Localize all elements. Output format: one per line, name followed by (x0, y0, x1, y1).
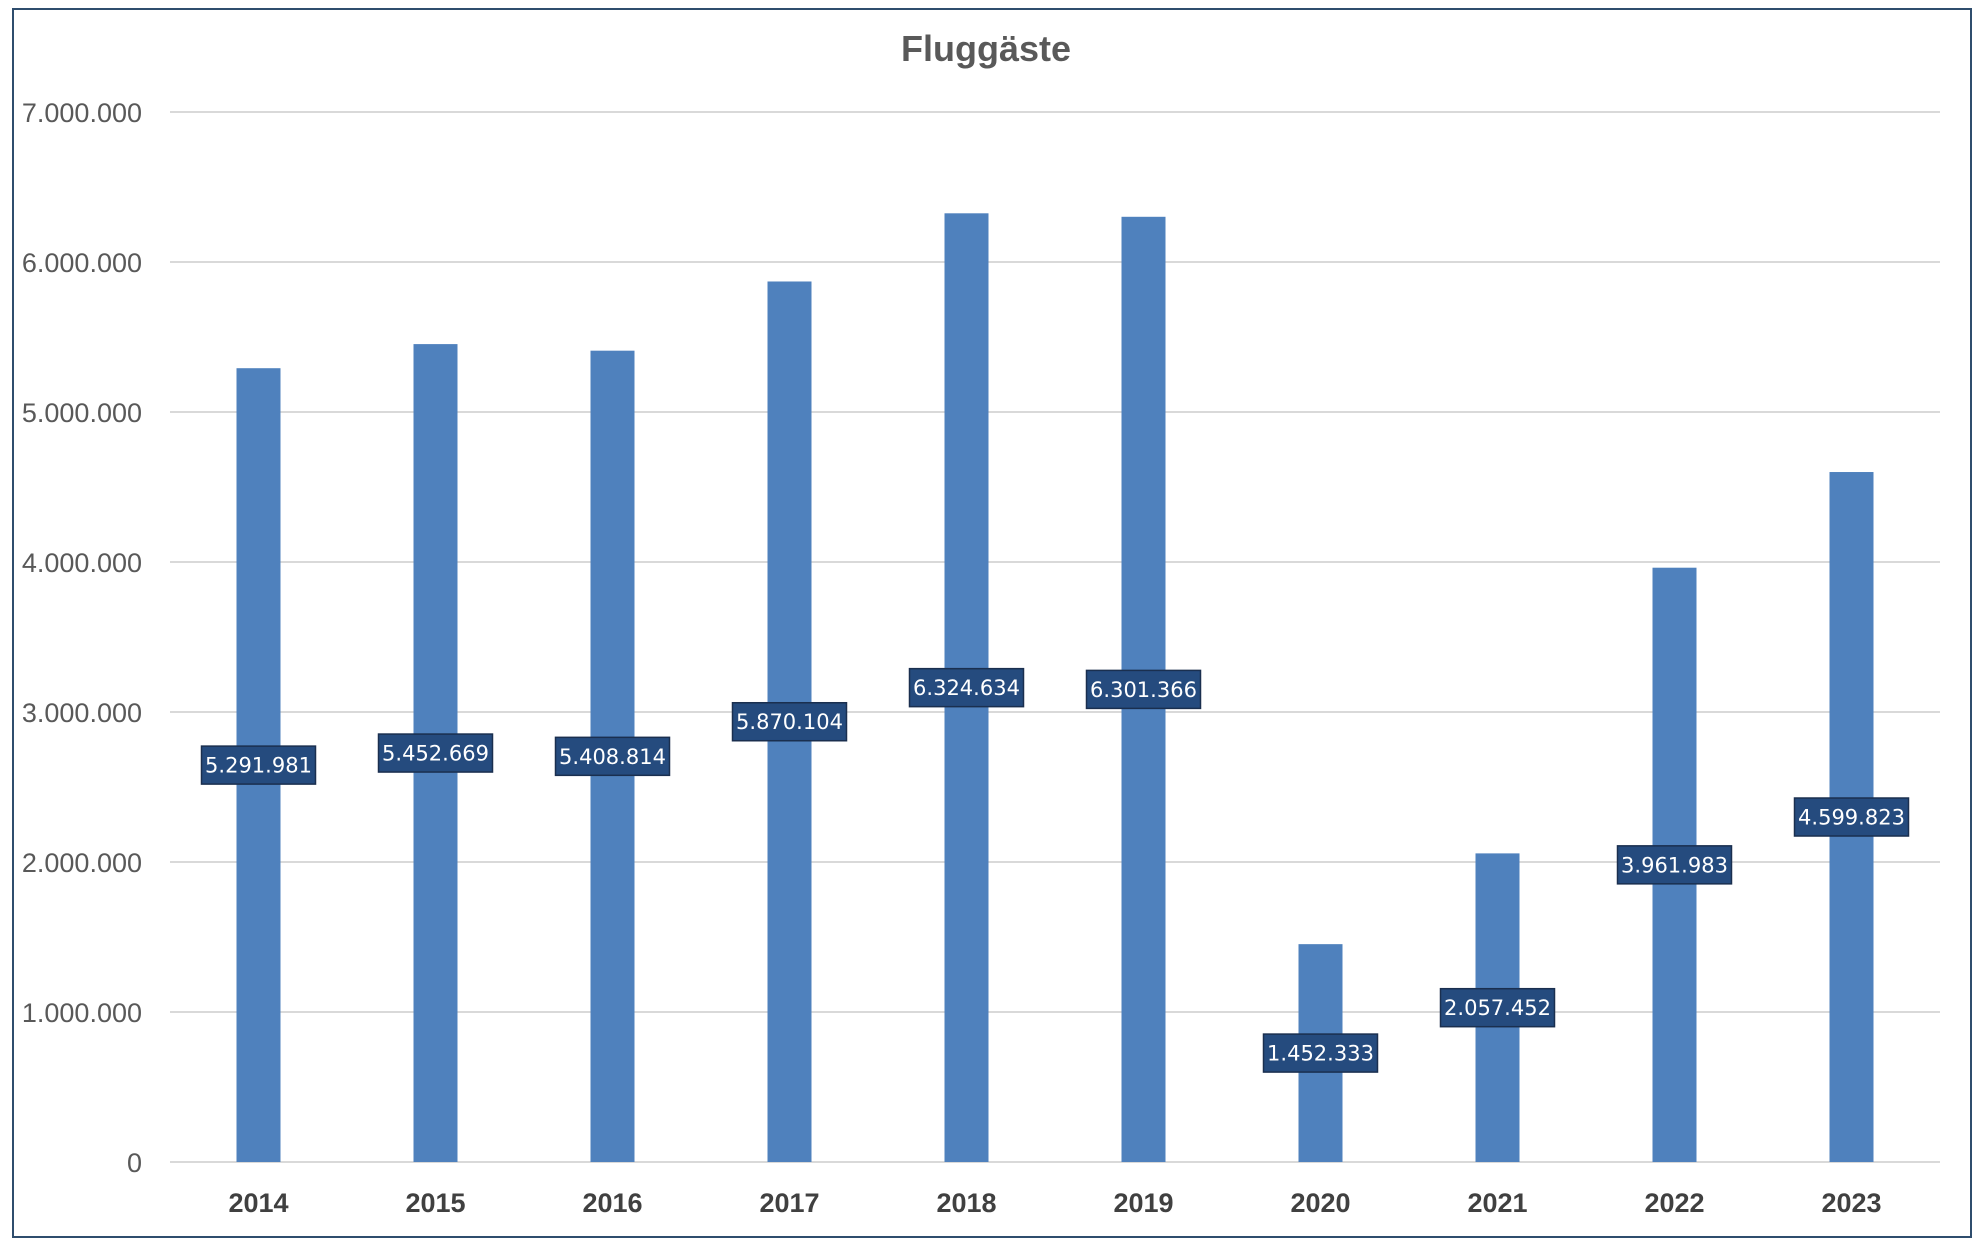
data-label: 5.291.981 (205, 754, 312, 778)
data-label: 3.961.983 (1621, 853, 1728, 877)
y-tick-label: 3.000.000 (22, 698, 142, 728)
data-label-box (1616, 845, 1733, 885)
data-label: 5.408.814 (559, 745, 666, 769)
x-tick-label: 2015 (405, 1188, 465, 1218)
chart-frame (12, 8, 1972, 1238)
x-tick-label: 2014 (228, 1188, 288, 1218)
data-label: 1.452.333 (1267, 1042, 1374, 1066)
data-labels: 5.291.981 5.452.669 5.408.814 5.870.104 6.32… (200, 667, 1910, 1073)
y-tick-label: 6.000.000 (22, 248, 142, 278)
data-label: 5.452.669 (382, 742, 489, 766)
x-tick-label: 2022 (1644, 1188, 1704, 1218)
bars (236, 213, 1874, 1163)
x-tick-label: 2019 (1113, 1188, 1173, 1218)
y-tick-label: 7.000.000 (22, 98, 142, 128)
data-label: 6.324.634 (913, 676, 1020, 700)
data-label-box (1793, 797, 1910, 837)
data-label: 2.057.452 (1444, 996, 1551, 1020)
chart-title: Fluggäste (900, 28, 1071, 69)
data-label-box (908, 667, 1025, 708)
y-tick-label: 0 (127, 1148, 142, 1178)
data-label-box (554, 736, 671, 777)
data-label-box (1262, 1033, 1379, 1073)
x-tick-label: 2016 (582, 1188, 642, 1218)
data-label-box (200, 745, 317, 785)
data-label: 4.599.823 (1798, 806, 1905, 830)
x-tick-label: 2023 (1821, 1188, 1881, 1218)
y-tick-label: 1.000.000 (22, 998, 142, 1028)
data-label-box (377, 733, 494, 773)
y-axis: 0 1.000.000 2.000.000 3.000.000 4.000.000 5.0… (22, 98, 142, 1178)
x-axis: 2014 2015 2016 2017 2018 2019 2020 2021 2022 2023 (228, 1188, 1881, 1218)
data-label: 6.301.366 (1090, 678, 1197, 702)
data-label-box (1439, 987, 1556, 1028)
data-label-box (731, 701, 848, 742)
y-tick-label: 5.000.000 (22, 398, 142, 428)
x-tick-label: 2018 (936, 1188, 996, 1218)
x-tick-label: 2017 (759, 1188, 819, 1218)
x-tick-label: 2021 (1467, 1188, 1527, 1218)
y-tick-label: 4.000.000 (22, 548, 142, 578)
data-label-box (1085, 669, 1202, 710)
x-tick-label: 2020 (1290, 1188, 1350, 1218)
data-label: 5.870.104 (736, 710, 843, 734)
y-tick-label: 2.000.000 (22, 848, 142, 878)
